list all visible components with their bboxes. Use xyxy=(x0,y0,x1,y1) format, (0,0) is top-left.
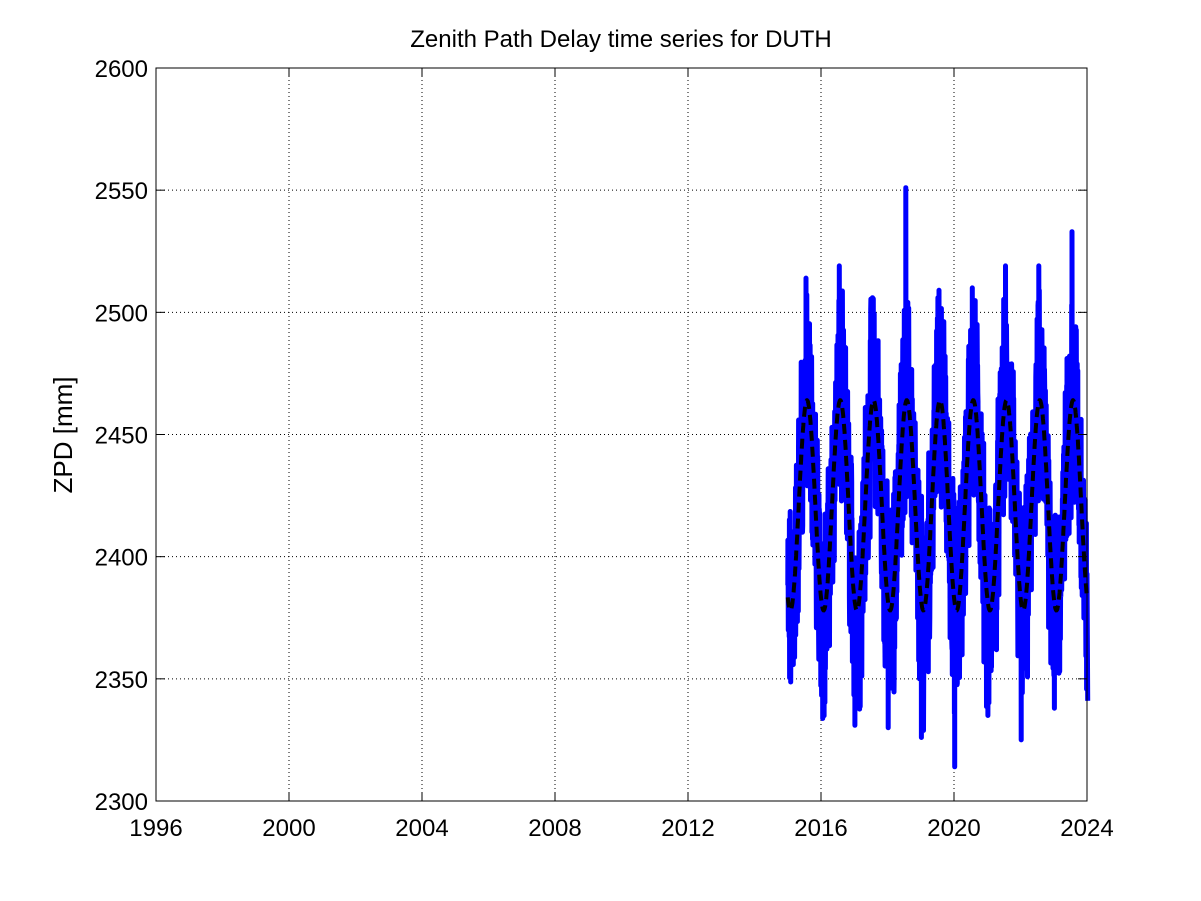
y-axis-label: ZPD [mm] xyxy=(48,377,78,494)
x-tick-label: 1996 xyxy=(129,815,182,842)
y-tick-label: 2350 xyxy=(95,667,148,694)
fitted-series-line xyxy=(785,398,1089,613)
y-tick-labels: 2300 2350 2400 2450 2500 2550 2600 xyxy=(95,56,148,816)
y-tick-label: 2450 xyxy=(95,423,148,450)
y-tick-label: 2550 xyxy=(95,178,148,205)
x-tick-label: 2004 xyxy=(395,815,448,842)
x-tick-label: 2016 xyxy=(794,815,847,842)
chart-title: Zenith Path Delay time series for DUTH xyxy=(410,26,831,53)
x-tick-label: 2012 xyxy=(661,815,714,842)
x-tick-label: 2024 xyxy=(1060,815,1113,842)
x-tick-labels: 1996 2000 2004 2008 2012 2016 2020 2024 xyxy=(129,815,1113,842)
y-tick-label: 2500 xyxy=(95,300,148,327)
x-tick-label: 2000 xyxy=(262,815,315,842)
axes xyxy=(155,67,1088,802)
x-tick-label: 2008 xyxy=(528,815,581,842)
y-tick-label: 2300 xyxy=(95,789,148,816)
observed-series xyxy=(785,185,1091,770)
x-tick-label: 2020 xyxy=(927,815,980,842)
y-tick-label: 2600 xyxy=(95,56,148,83)
observed-series-line xyxy=(785,185,1091,770)
fitted-series xyxy=(785,398,1089,613)
y-tick-label: 2400 xyxy=(95,545,148,572)
